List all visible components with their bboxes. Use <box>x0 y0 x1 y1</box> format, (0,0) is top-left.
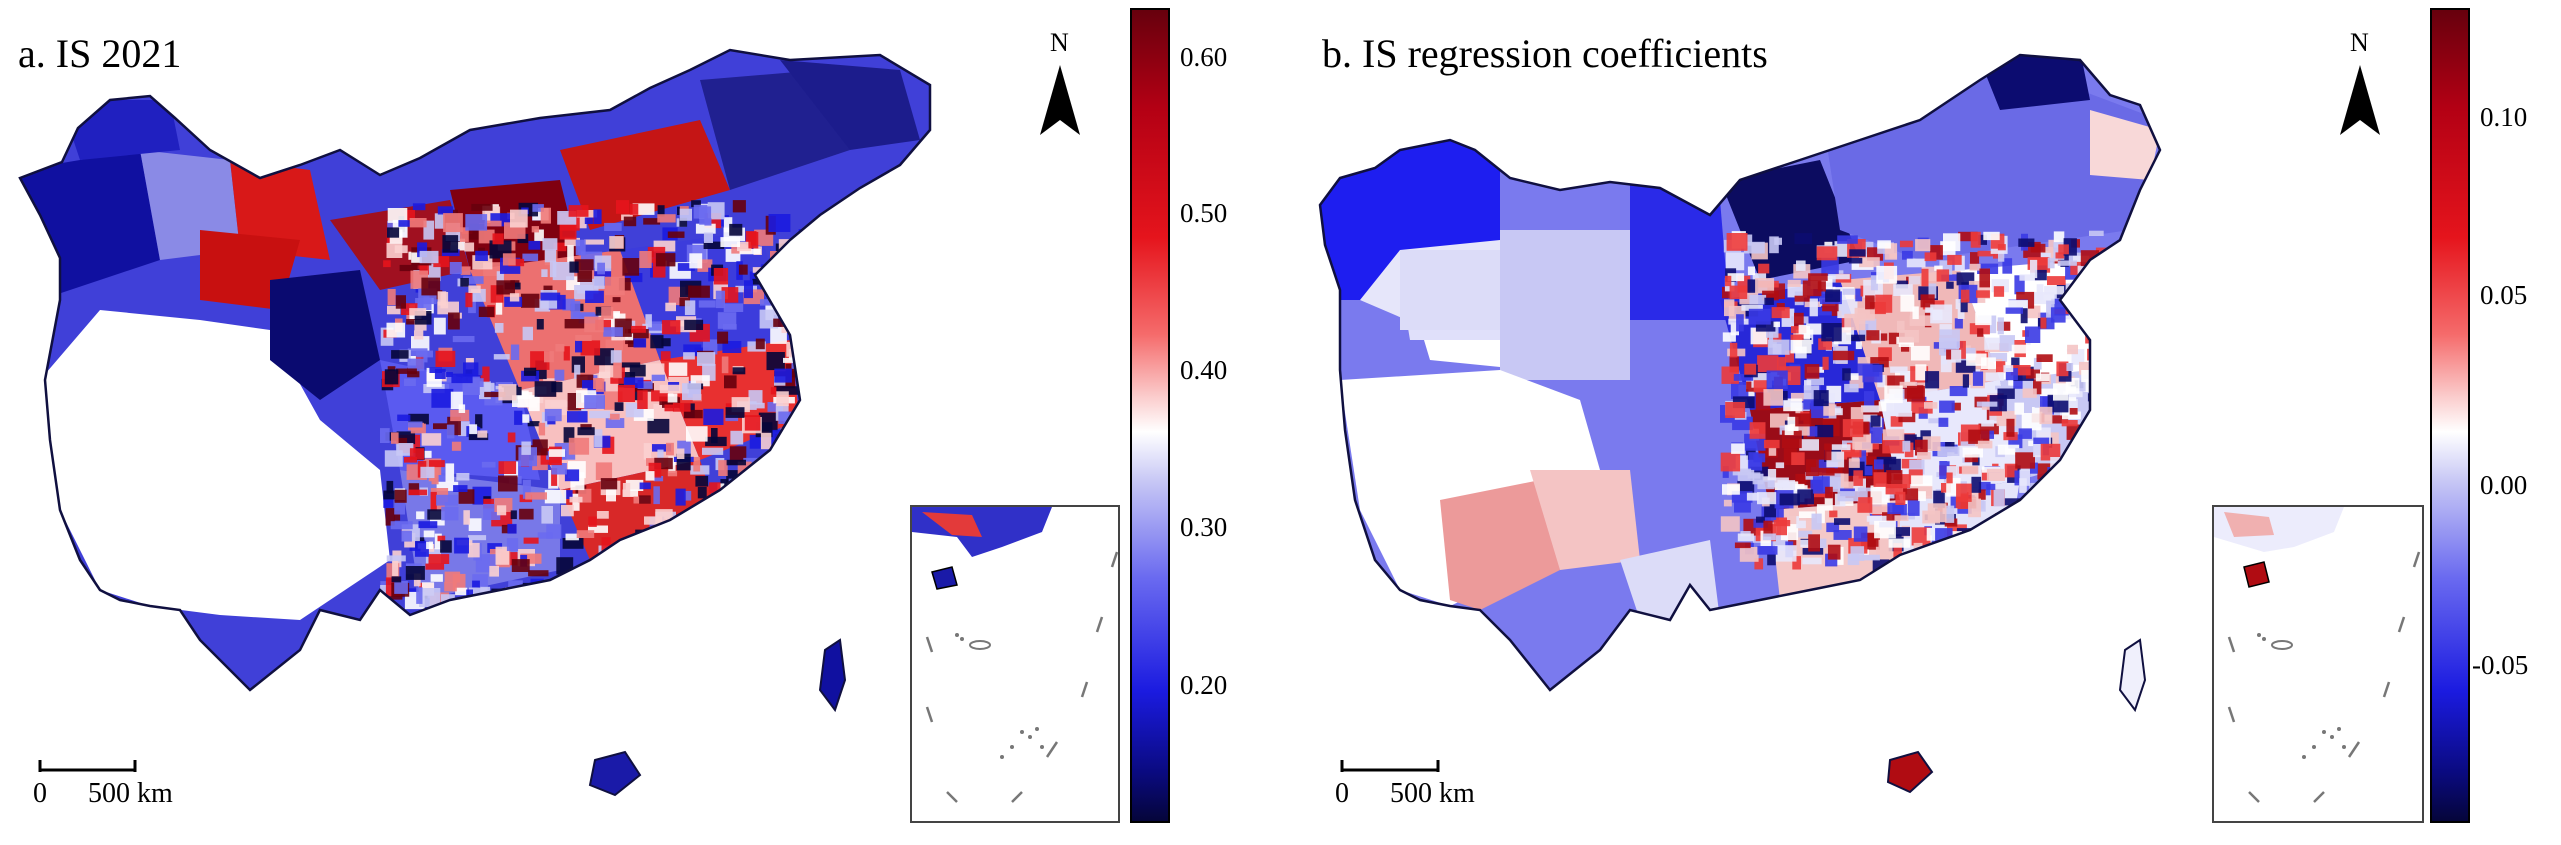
scale-zero-label: 0 <box>1335 778 1349 809</box>
inset-map <box>912 507 1118 803</box>
colorbar <box>2430 8 2470 823</box>
colorbar-tick: 0.60 <box>1180 42 1228 72</box>
scale-distance-label: 500 km <box>1390 778 1475 809</box>
hainan-island <box>1886 750 1934 794</box>
panel-title: a. IS 2021 <box>18 31 182 76</box>
colorbar <box>1130 8 1170 823</box>
south-china-sea-inset <box>2212 505 2424 823</box>
panel-title: b. IS regression coefficients <box>1322 31 1768 76</box>
colorbar-tick: 0.00 <box>2480 470 2528 500</box>
colorbar-tick: 0.50 <box>1180 198 1228 228</box>
colorbar-tick: 0.20 <box>1180 670 1228 700</box>
north-label: N <box>2350 28 2369 57</box>
panel-b: b. IS regression coefficients <box>1300 0 2561 845</box>
map-canvas <box>1318 53 2380 794</box>
map-canvas <box>18 48 1080 797</box>
scale-distance-label: 500 km <box>88 778 173 809</box>
scale-bar <box>38 760 137 772</box>
taiwan-island <box>2118 638 2147 713</box>
scale-bar <box>1340 760 1440 772</box>
hainan-island <box>588 750 642 797</box>
colorbar-tick: 0.40 <box>1180 355 1228 385</box>
colorbar-tick: 0.30 <box>1180 512 1228 542</box>
north-arrow-icon <box>1040 65 1080 135</box>
colorbar-tick: 0.05 <box>2480 280 2528 310</box>
colorbar-tick: -0.05 <box>2472 650 2529 680</box>
taiwan-island <box>818 638 847 713</box>
north-arrow-icon <box>2340 65 2380 135</box>
north-label: N <box>1050 28 1069 57</box>
colorbar-tick: 0.10 <box>2480 102 2528 132</box>
inset-map <box>2214 507 2421 803</box>
south-china-sea-inset <box>910 505 1120 823</box>
panel-a: a. IS 2021 <box>0 0 1280 845</box>
scale-zero-label: 0 <box>33 778 47 809</box>
